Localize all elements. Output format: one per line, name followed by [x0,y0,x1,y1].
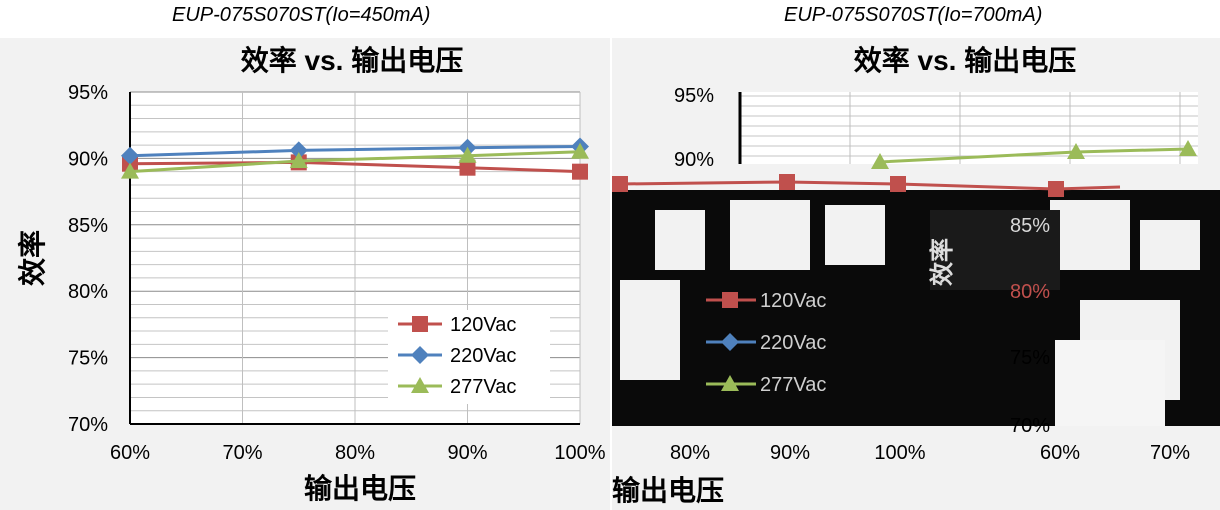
right-noise-block [1140,220,1200,270]
right-legend-label: 120Vac [760,290,826,312]
right-x-tick-label: 100% [874,442,925,464]
left-y-tick-label: 95% [68,82,108,104]
left-point-277Vac [121,162,139,179]
right-noise-block [730,200,810,270]
right-point-120Vac [779,174,795,190]
right-legend-label: 220Vac [760,332,826,354]
right-point-277Vac [1067,143,1085,159]
chart-caption-right: EUP-075S070ST(Io=700mA) [784,4,1043,26]
right-x-axis-label: 输出电压 [612,474,724,506]
left-legend-marker-120Vac [412,316,428,332]
left-y-tick-label: 85% [68,215,108,237]
left-y-tick-label: 80% [68,281,108,303]
left-point-120Vac [572,163,588,180]
right-inset-y-tick-label: 85% [1010,215,1050,237]
right-point-120Vac [1048,181,1064,197]
left-y-axis-label: 效率 [16,230,48,286]
right-noise-block [655,210,705,270]
left-legend-marker-277Vac [411,377,429,393]
right-inset-y-tick-label: 70% [1010,415,1050,437]
right-noise-block [825,205,885,265]
left-point-220Vac [289,141,308,160]
right-y-tick-label: 95% [674,85,714,107]
left-x-tick-label: 70% [222,442,262,464]
right-inset-panel [930,210,1060,290]
right-point-277Vac [1179,140,1197,156]
left-legend-label: 220Vac [450,345,516,367]
right-x-tick-label: 60% [1040,442,1080,464]
left-point-277Vac [458,146,477,163]
right-legend-marker [721,333,739,351]
right-inset-y-tick-label: 80% [1010,281,1050,303]
right-noise-block [620,280,680,380]
left-x-tick-label: 80% [335,442,375,464]
left-y-tick-label: 75% [68,348,108,370]
right-plot-area-top [740,92,1198,164]
left-y-tick-label: 90% [68,148,108,170]
left-y-tick-label: 70% [68,414,108,436]
left-point-120Vac [459,159,476,176]
right-inset-light [1055,340,1165,426]
left-x-tick-label: 100% [554,442,605,464]
left-legend-label: 277Vac [450,376,516,398]
right-inset-y-tick-label: 75% [1010,347,1050,369]
left-point-277Vac [289,152,308,169]
right-point-277Vac [871,153,889,169]
right-x-tick-label: 70% [1150,442,1190,464]
left-x-tick-label: 60% [110,442,150,464]
right-chart-title: 效率 vs. 输出电压 [854,44,1076,76]
left-x-axis-label: 输出电压 [304,472,416,504]
right-point-120Vac [612,176,628,192]
left-series-line-220Vac [129,144,581,158]
chart-caption-left: EUP-075S070ST(Io=450mA) [172,4,431,26]
left-legend-label: 120Vac [450,314,516,336]
left-legend-marker-220Vac [411,346,429,364]
right-x-tick-label: 90% [770,442,810,464]
left-series-line-277Vac [129,150,581,174]
right-x-tick-label: 80% [670,442,710,464]
left-point-220Vac [121,146,139,165]
left-point-277Vac [571,142,589,159]
right-y-tick-label: 90% [674,149,714,171]
right-legend-label: 277Vac [760,374,826,396]
left-series-line-120Vac [129,160,581,174]
right-legend-marker [722,292,738,308]
left-x-tick-label: 90% [447,442,487,464]
right-point-120Vac [890,176,906,192]
right-y-axis-label: 效率 [928,238,956,286]
right-legend-marker [721,375,739,391]
right-noise-block [1050,200,1130,270]
left-chart-title: 效率 vs. 输出电压 [241,44,463,76]
